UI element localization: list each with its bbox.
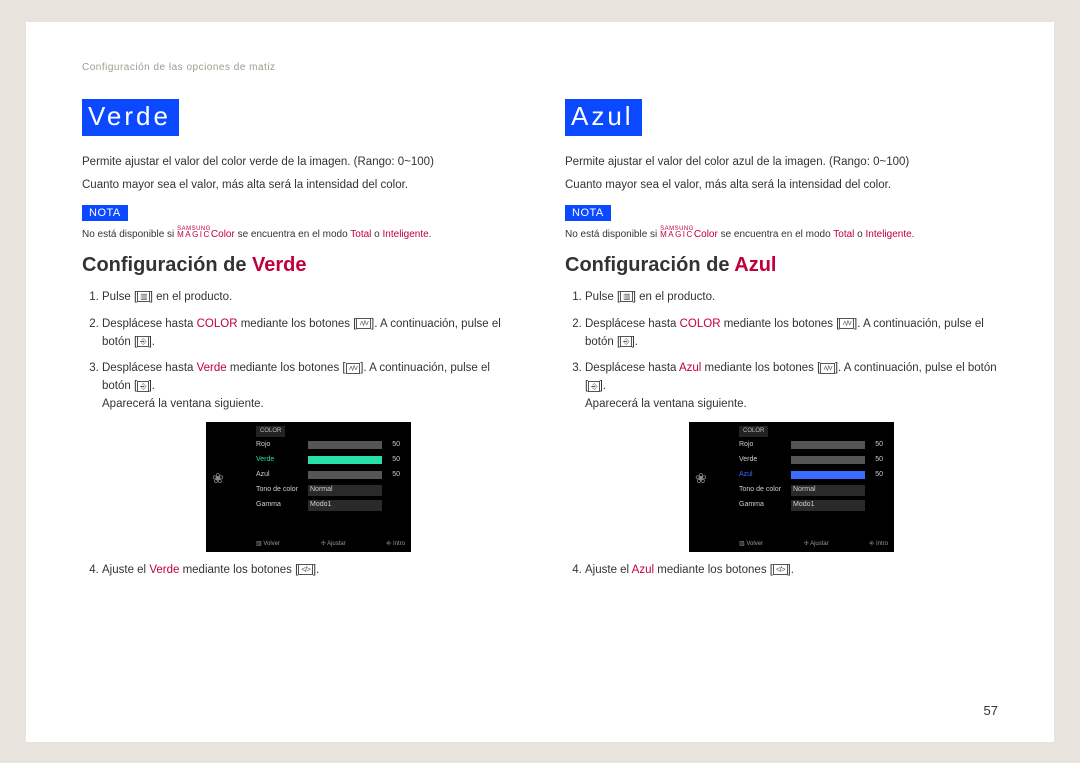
updown-icon: ˄/˅ (356, 318, 371, 329)
note-badge: NOTA (82, 205, 128, 221)
magic-color-logo: SAMSUNGMAGIC (660, 227, 694, 238)
step-item: Desplácese hasta COLOR mediante los boto… (585, 316, 998, 352)
menu-icon: ▥ (137, 291, 150, 302)
desc-line: Permite ajustar el valor del color azul … (565, 154, 998, 172)
step-item: Desplácese hasta Verde mediante los boto… (102, 360, 515, 551)
desc-line: Permite ajustar el valor del color verde… (82, 154, 515, 172)
section-title-azul: Azul (565, 99, 642, 136)
steps-list: Pulse [▥] en el producto. Desplácese has… (82, 289, 515, 580)
two-column-layout: Verde Permite ajustar el valor del color… (82, 99, 998, 589)
subsection-title: Configuración de Azul (565, 254, 998, 277)
page-number: 57 (984, 703, 998, 718)
step-item: Ajuste el Azul mediante los botones [</>… (585, 562, 998, 580)
step-item: Desplácese hasta Azul mediante los boton… (585, 360, 998, 551)
updown-icon: ˄/˅ (839, 318, 854, 329)
magic-color-logo: SAMSUNGMAGIC (177, 227, 211, 238)
updown-icon: ˄/˅ (346, 363, 361, 374)
enter-icon: ⎆ (137, 336, 148, 347)
note-badge: NOTA (565, 205, 611, 221)
enter-icon: ⎆ (137, 381, 148, 392)
steps-list: Pulse [▥] en el producto. Desplácese has… (565, 289, 998, 580)
enter-icon: ⎆ (588, 381, 599, 392)
manual-page: Configuración de las opciones de matiz V… (26, 22, 1054, 742)
note-text: No está disponible si SAMSUNGMAGICColor … (565, 227, 998, 240)
enter-icon: ⎆ (620, 336, 631, 347)
step-item: Desplácese hasta COLOR mediante los boto… (102, 316, 515, 352)
menu-icon: ▥ (620, 291, 633, 302)
step-item: Pulse [▥] en el producto. (102, 289, 515, 307)
note-text: No está disponible si SAMSUNGMAGICColor … (82, 227, 515, 240)
column-azul: Azul Permite ajustar el valor del color … (565, 99, 998, 589)
section-title-verde: Verde (82, 99, 179, 136)
leftright-icon: </> (773, 564, 788, 575)
step-item: Pulse [▥] en el producto. (585, 289, 998, 307)
desc-line: Cuanto mayor sea el valor, más alta será… (82, 177, 515, 195)
leftright-icon: </> (298, 564, 313, 575)
osd-menu-screenshot: COLOR❀Rojo50Verde50Azul50Tono de colorNo… (689, 422, 894, 552)
osd-menu-screenshot: COLOR❀Rojo50Verde50Azul50Tono de colorNo… (206, 422, 411, 552)
desc-line: Cuanto mayor sea el valor, más alta será… (565, 177, 998, 195)
subsection-title: Configuración de Verde (82, 254, 515, 277)
step-item: Ajuste el Verde mediante los botones [</… (102, 562, 515, 580)
updown-icon: ˄/˅ (820, 363, 835, 374)
column-verde: Verde Permite ajustar el valor del color… (82, 99, 515, 589)
breadcrumb: Configuración de las opciones de matiz (82, 62, 998, 73)
